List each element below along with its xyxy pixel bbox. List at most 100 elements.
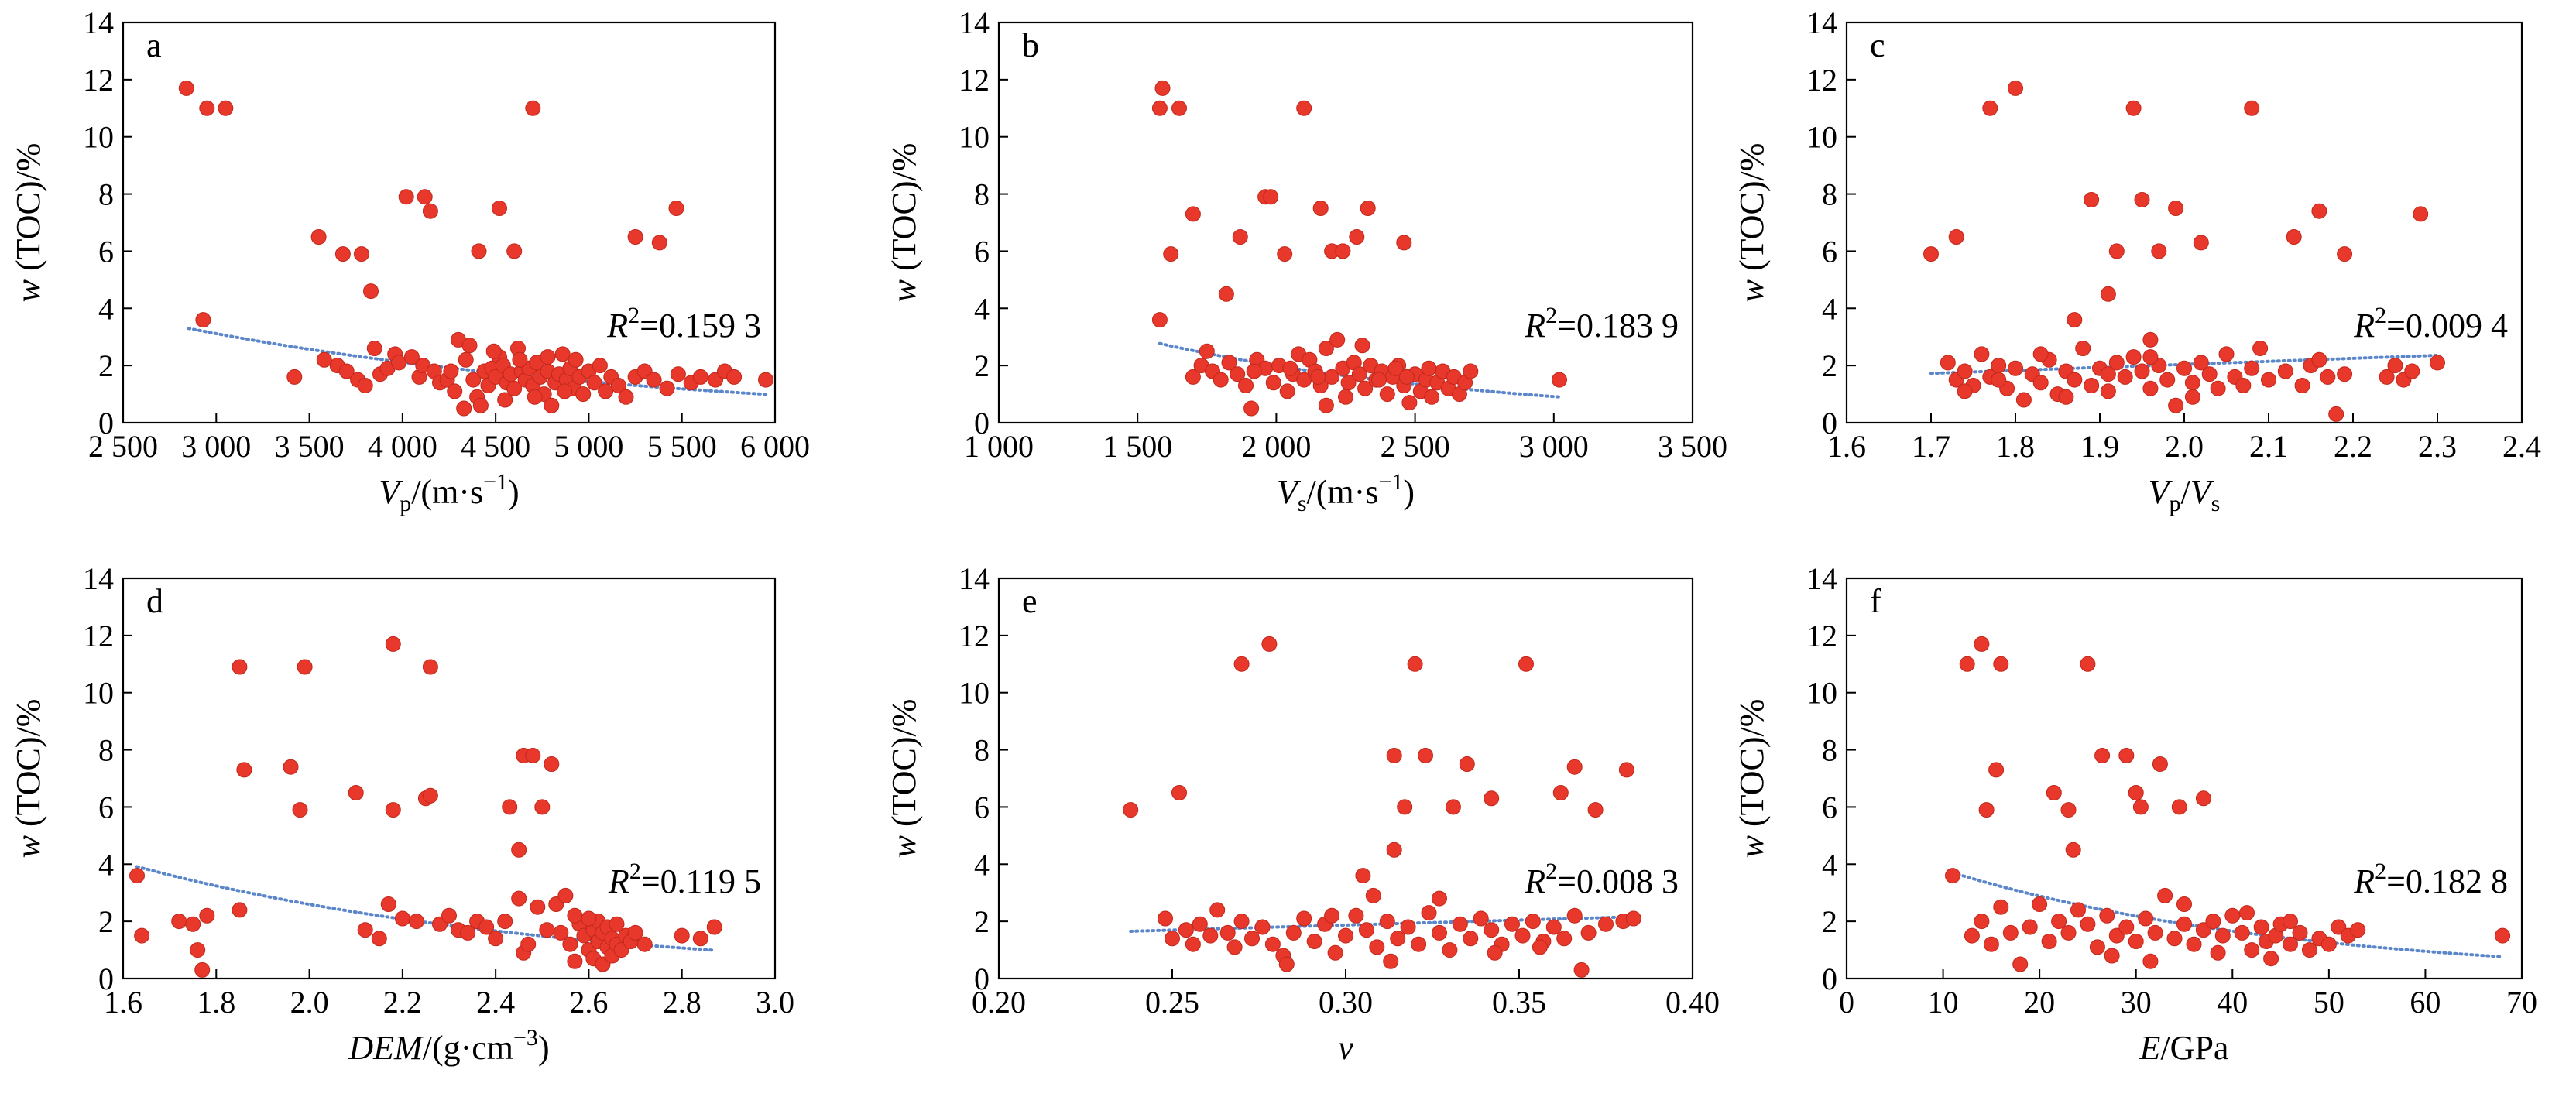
data-point	[2032, 346, 2049, 362]
data-point	[232, 902, 248, 918]
x-axis-label-part: DEM	[348, 1029, 424, 1067]
data-point	[1396, 235, 1412, 251]
y-tick-label: 10	[1806, 120, 1837, 155]
data-point	[2337, 366, 2353, 382]
y-tick-label: 2	[1822, 348, 1837, 383]
x-axis-label-part: −3	[513, 1025, 538, 1051]
data-point	[232, 659, 248, 675]
data-point	[2089, 939, 2105, 955]
data-point	[2283, 936, 2298, 952]
data-point	[1598, 916, 1614, 932]
data-point	[2292, 924, 2308, 941]
data-point	[1218, 286, 1234, 302]
y-tick-label: 10	[959, 676, 990, 711]
x-tick-label: 2 500	[1381, 429, 1450, 464]
data-point	[1230, 366, 1246, 382]
data-point	[2100, 383, 2116, 399]
y-axis-label-symbol: w	[1733, 835, 1771, 858]
data-point	[1233, 914, 1250, 930]
data-point	[539, 922, 555, 938]
r-squared-label: R2=0.009 4	[2353, 303, 2508, 345]
data-point	[2118, 748, 2135, 763]
data-point	[1945, 868, 1960, 884]
y-tick-label: 8	[98, 177, 114, 212]
data-point	[609, 916, 625, 932]
data-point	[2125, 100, 2142, 116]
data-point	[1552, 372, 1567, 388]
data-point	[1545, 919, 1562, 935]
data-point	[1219, 924, 1236, 941]
data-point	[2099, 907, 2115, 924]
x-tick-label: 2.8	[663, 985, 701, 1020]
data-point	[297, 659, 313, 675]
r-squared-value: =0.008 3	[1557, 862, 1679, 900]
x-tick-label: 2.6	[569, 985, 608, 1020]
data-point	[2244, 360, 2260, 376]
y-axis-label-unit: (TOC)/%	[9, 143, 47, 279]
data-point	[1983, 936, 1999, 952]
data-point	[2128, 934, 2144, 949]
data-point	[422, 659, 438, 675]
data-point	[199, 907, 215, 924]
data-point	[2128, 785, 2144, 800]
y-tick-label: 6	[974, 790, 990, 824]
y-tick-label: 2	[1822, 904, 1837, 939]
data-point	[2195, 790, 2211, 807]
data-point	[1192, 916, 1208, 932]
data-point	[1978, 802, 1995, 818]
data-point	[497, 914, 513, 930]
data-point	[1154, 80, 1171, 96]
data-point	[2244, 100, 2260, 116]
y-tick-label: 12	[959, 619, 990, 653]
data-point	[385, 636, 401, 652]
y-tick-label: 0	[98, 406, 114, 441]
data-point	[1324, 907, 1340, 924]
x-axis-label: E/GPa	[2139, 1029, 2229, 1067]
data-point	[1163, 246, 1179, 262]
x-tick-label: 0.35	[1492, 985, 1546, 1020]
x-tick-label: 2.0	[2165, 429, 2204, 464]
r-squared-exponent: 2	[1545, 303, 1557, 328]
x-axis-label-part: p	[400, 491, 411, 516]
r-squared-label: R2=0.183 9	[1524, 303, 1679, 345]
data-point	[2134, 363, 2150, 379]
r-squared-symbol: R	[1524, 307, 1545, 345]
chart-panel-f: 0 10 20 30 40 50 60 70 0 2 4 6 8 10 12 14 f w (TOC)/% E/GP…	[1733, 561, 2537, 1067]
data-point	[1532, 939, 1548, 955]
data-point	[2046, 785, 2062, 800]
data-point	[2117, 369, 2133, 385]
data-point	[1566, 907, 1583, 924]
y-tick-label: 4	[98, 291, 114, 326]
data-point	[1566, 759, 1583, 775]
data-point	[2495, 927, 2511, 944]
r-squared-symbol: R	[2353, 307, 2375, 345]
data-point	[1285, 924, 1302, 941]
data-point	[525, 748, 541, 763]
data-point	[1397, 799, 1413, 815]
data-point	[2283, 914, 2298, 930]
data-point	[1424, 389, 1440, 405]
chart-panel-a: 2 500 3 000 3 500 4 000 4 500 5 000 5 500 6 000…	[9, 5, 810, 516]
data-point	[1463, 931, 1479, 947]
x-tick-label: 2.2	[2334, 429, 2372, 464]
x-tick-label: 1 000	[964, 429, 1034, 464]
y-tick-label: 2	[974, 904, 990, 939]
data-point	[1459, 756, 1475, 772]
data-point	[506, 243, 523, 259]
data-point	[292, 802, 308, 818]
data-point	[2201, 366, 2218, 382]
data-point	[1957, 363, 1973, 379]
data-point	[2032, 375, 2049, 391]
data-point	[1279, 383, 1295, 399]
y-axis-label: w (TOC)/%	[885, 143, 923, 303]
data-point	[1254, 919, 1271, 935]
data-point	[557, 383, 573, 399]
data-point	[1233, 656, 1250, 672]
data-point	[2015, 392, 2032, 408]
r-squared-symbol: R	[606, 307, 628, 345]
data-point	[1964, 927, 1980, 944]
data-point	[194, 962, 211, 978]
data-point	[2138, 910, 2154, 927]
plot-frame	[1845, 577, 2523, 980]
r-squared-value: =0.119 5	[641, 862, 761, 900]
